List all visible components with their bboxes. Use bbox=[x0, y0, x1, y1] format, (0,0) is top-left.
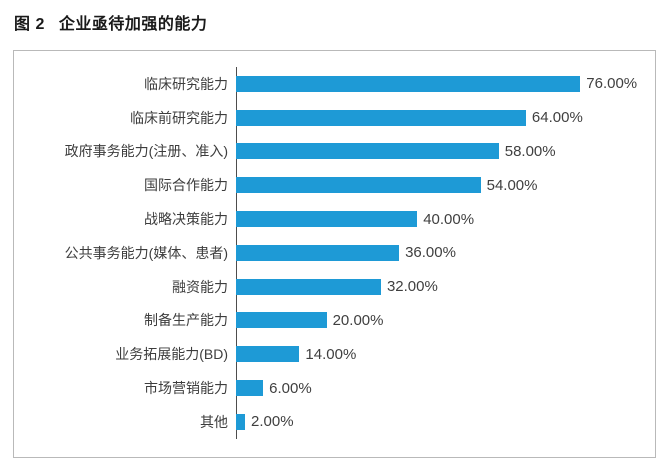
bar-row: 政府事务能力(注册、准入) 58.00% bbox=[14, 135, 655, 169]
bar bbox=[236, 211, 418, 228]
bar-row: 业务拓展能力(BD) 14.00% bbox=[14, 337, 655, 371]
value-label: 64.00% bbox=[531, 109, 583, 127]
bar-track: 58.00% bbox=[236, 135, 655, 169]
bar-row: 战略决策能力 40.00% bbox=[14, 202, 655, 236]
value-label: 14.00% bbox=[305, 345, 357, 363]
value-label: 6.00% bbox=[269, 379, 312, 397]
bar-track: 76.00% bbox=[236, 67, 655, 101]
value-label: 20.00% bbox=[332, 311, 384, 329]
bar bbox=[236, 380, 264, 397]
value-label: 40.00% bbox=[423, 210, 475, 228]
bar-row: 市场营销能力 6.00% bbox=[14, 371, 655, 405]
bar-track: 14.00% bbox=[236, 337, 655, 371]
bar-row: 国际合作能力 54.00% bbox=[14, 168, 655, 202]
value-label: 76.00% bbox=[586, 75, 638, 93]
category-label: 其他 bbox=[200, 413, 228, 430]
category-label: 业务拓展能力(BD) bbox=[115, 346, 228, 363]
category-label: 临床研究能力 bbox=[144, 75, 228, 92]
page-title: 图 2 企业亟待加强的能力 bbox=[14, 10, 207, 34]
value-label: 2.00% bbox=[251, 413, 294, 431]
bar bbox=[236, 413, 246, 430]
bar-row: 公共事务能力(媒体、患者) 36.00% bbox=[14, 236, 655, 270]
bar-chart-panel: 临床研究能力 76.00% 临床前研究能力 64.00% 政府事务能力(注册、准入) 58… bbox=[13, 50, 656, 458]
bar bbox=[236, 143, 499, 160]
bar-track: 64.00% bbox=[236, 101, 655, 135]
bar-row: 其他 2.00% bbox=[14, 405, 655, 439]
bar-track: 2.00% bbox=[236, 405, 655, 439]
bar-track: 32.00% bbox=[236, 270, 655, 304]
bar bbox=[236, 278, 381, 295]
bar-track: 36.00% bbox=[236, 236, 655, 270]
bar bbox=[236, 75, 581, 92]
category-label: 政府事务能力(注册、准入) bbox=[64, 143, 228, 160]
category-label: 公共事务能力(媒体、患者) bbox=[64, 244, 228, 261]
plot-area: 临床研究能力 76.00% 临床前研究能力 64.00% 政府事务能力(注册、准入) 58… bbox=[14, 67, 655, 439]
category-label: 战略决策能力 bbox=[144, 211, 228, 228]
bar-row: 临床前研究能力 64.00% bbox=[14, 101, 655, 135]
bar-track: 20.00% bbox=[236, 304, 655, 338]
figure-title-text: 企业亟待加强的能力 bbox=[58, 16, 208, 33]
value-label: 58.00% bbox=[504, 142, 556, 160]
category-label: 市场营销能力 bbox=[144, 380, 228, 397]
bar-row: 临床研究能力 76.00% bbox=[14, 67, 655, 101]
value-label: 32.00% bbox=[386, 278, 438, 296]
bar bbox=[236, 177, 481, 194]
bar-track: 54.00% bbox=[236, 168, 655, 202]
bar-track: 6.00% bbox=[236, 371, 655, 405]
figure-number-label: 图 2 bbox=[14, 16, 45, 33]
bar bbox=[236, 312, 327, 329]
bar-rows-container: 临床研究能力 76.00% 临床前研究能力 64.00% 政府事务能力(注册、准入) 58… bbox=[14, 67, 655, 439]
bar-row: 制备生产能力 20.00% bbox=[14, 304, 655, 338]
bar-track: 40.00% bbox=[236, 202, 655, 236]
category-label: 国际合作能力 bbox=[144, 177, 228, 194]
bar bbox=[236, 346, 300, 363]
category-label: 融资能力 bbox=[172, 278, 228, 295]
category-label: 制备生产能力 bbox=[144, 312, 228, 329]
bar-row: 融资能力 32.00% bbox=[14, 270, 655, 304]
value-label: 36.00% bbox=[405, 244, 456, 262]
bar bbox=[236, 244, 400, 261]
value-label: 54.00% bbox=[486, 176, 538, 194]
category-label: 临床前研究能力 bbox=[130, 109, 228, 126]
bar bbox=[236, 109, 526, 126]
